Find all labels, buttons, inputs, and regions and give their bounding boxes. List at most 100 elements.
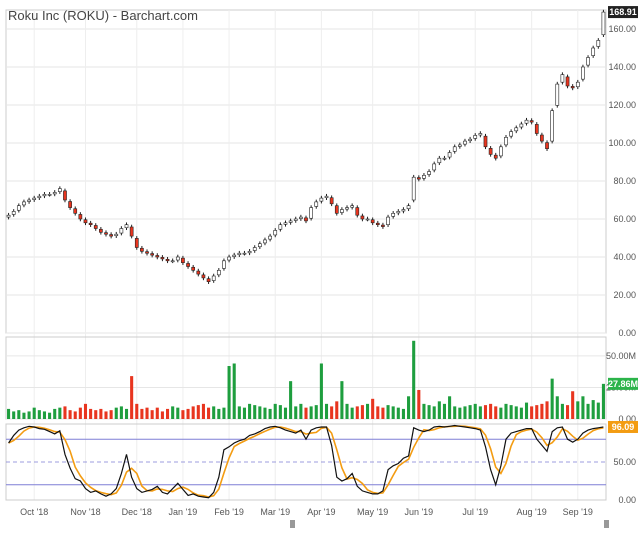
- price-tick-label: 120.00: [608, 100, 636, 110]
- candle-body: [314, 201, 319, 207]
- volume-bar: [109, 410, 113, 419]
- candle-body: [288, 220, 293, 223]
- volume-bar: [217, 408, 221, 419]
- candle-body: [499, 146, 503, 157]
- volume-bar: [242, 407, 246, 419]
- candle-body: [334, 205, 339, 214]
- volume-bar: [396, 407, 400, 419]
- volume-bar: [514, 406, 518, 419]
- candle-body: [411, 176, 416, 201]
- volume-bar: [135, 403, 139, 419]
- candle-body: [129, 226, 134, 237]
- candle-body: [278, 224, 283, 230]
- volume-bar: [104, 411, 108, 419]
- volume-bar: [417, 389, 421, 419]
- candle-body: [145, 251, 149, 254]
- candle-body: [104, 232, 108, 235]
- volume-bar: [17, 410, 21, 419]
- candle-body: [360, 215, 365, 220]
- candle-body: [211, 275, 216, 281]
- candle-body: [227, 256, 231, 261]
- candle-body: [575, 81, 580, 88]
- volume-bar: [27, 411, 31, 419]
- volume-bar: [319, 363, 323, 419]
- candle-body: [242, 252, 247, 255]
- candle-body: [47, 194, 52, 196]
- volume-bar: [591, 400, 595, 419]
- candle-body: [319, 197, 324, 202]
- candle-body: [386, 216, 390, 226]
- candle-body: [401, 209, 406, 212]
- volume-bar: [494, 406, 498, 419]
- volume-bar: [391, 406, 395, 419]
- candle-body: [340, 209, 344, 213]
- volume-bar: [130, 376, 134, 419]
- volume-bar: [473, 403, 477, 419]
- volume-badge: [608, 377, 638, 390]
- volume-bar: [48, 412, 52, 419]
- candle-body: [273, 230, 278, 236]
- volume-bar: [171, 406, 175, 419]
- volume-bar: [166, 408, 170, 419]
- volume-bar: [237, 406, 241, 419]
- candle-body: [283, 222, 288, 225]
- candle-body: [468, 138, 472, 142]
- volume-bar: [196, 405, 200, 419]
- volume-bar: [330, 406, 334, 419]
- candle-body: [175, 256, 180, 261]
- candle-body: [560, 74, 565, 83]
- candle-body: [581, 66, 585, 80]
- last-price-badge: [608, 6, 638, 19]
- volume-bar: [453, 406, 457, 419]
- candle-body: [596, 40, 601, 47]
- volume-bar: [468, 405, 472, 419]
- x-tick-label: Oct '18: [20, 507, 48, 517]
- range-handle-left: [290, 520, 295, 528]
- stoch-k-line: [8, 424, 604, 499]
- volume-bar: [571, 391, 575, 419]
- volume-tick-label: 50.00M: [606, 351, 636, 361]
- volume-bar: [160, 411, 164, 419]
- volume-bar: [124, 408, 129, 419]
- volume-bar: [248, 403, 252, 419]
- candle-body: [83, 219, 88, 224]
- volume-bar: [350, 407, 354, 419]
- stoch-tick-label: 50.00: [613, 457, 636, 467]
- chart-title: Roku Inc (ROKU) - Barchart.com: [8, 8, 198, 23]
- volume-bar: [304, 407, 308, 419]
- last-price-label: 168.91: [609, 7, 637, 17]
- candle-body: [488, 148, 493, 155]
- volume-bar: [83, 403, 88, 419]
- candle-body: [545, 142, 549, 149]
- price-tick-label: 20.00: [613, 290, 636, 300]
- price-tick-label: 80.00: [613, 176, 636, 186]
- x-tick-label: Feb '19: [214, 507, 244, 517]
- price-tick-label: 160.00: [608, 24, 636, 34]
- x-tick-label: Mar '19: [260, 507, 290, 517]
- volume-bar: [412, 340, 416, 419]
- candle-body: [150, 253, 154, 256]
- candle-body: [324, 195, 329, 199]
- candle-body: [534, 124, 539, 134]
- volume-bar: [227, 366, 231, 419]
- volume-bar: [401, 408, 405, 419]
- candle-body: [78, 214, 83, 220]
- volume-bar: [150, 410, 154, 419]
- volume-bar: [99, 408, 103, 419]
- volume-bar: [509, 405, 513, 419]
- candle-body: [483, 135, 488, 148]
- x-tick-label: Aug '19: [517, 507, 547, 517]
- volume-bar: [340, 381, 344, 419]
- candle-body: [406, 205, 411, 210]
- candle-body: [524, 119, 529, 124]
- volume-bar: [283, 407, 288, 419]
- volume-bar: [176, 407, 180, 419]
- candle-body: [160, 257, 165, 260]
- price-tick-label: 140.00: [608, 62, 636, 72]
- volume-bar: [232, 363, 236, 419]
- volume-bar: [545, 401, 549, 419]
- candle-body: [124, 224, 129, 229]
- volume-bar: [258, 406, 262, 419]
- candle-body: [140, 247, 144, 252]
